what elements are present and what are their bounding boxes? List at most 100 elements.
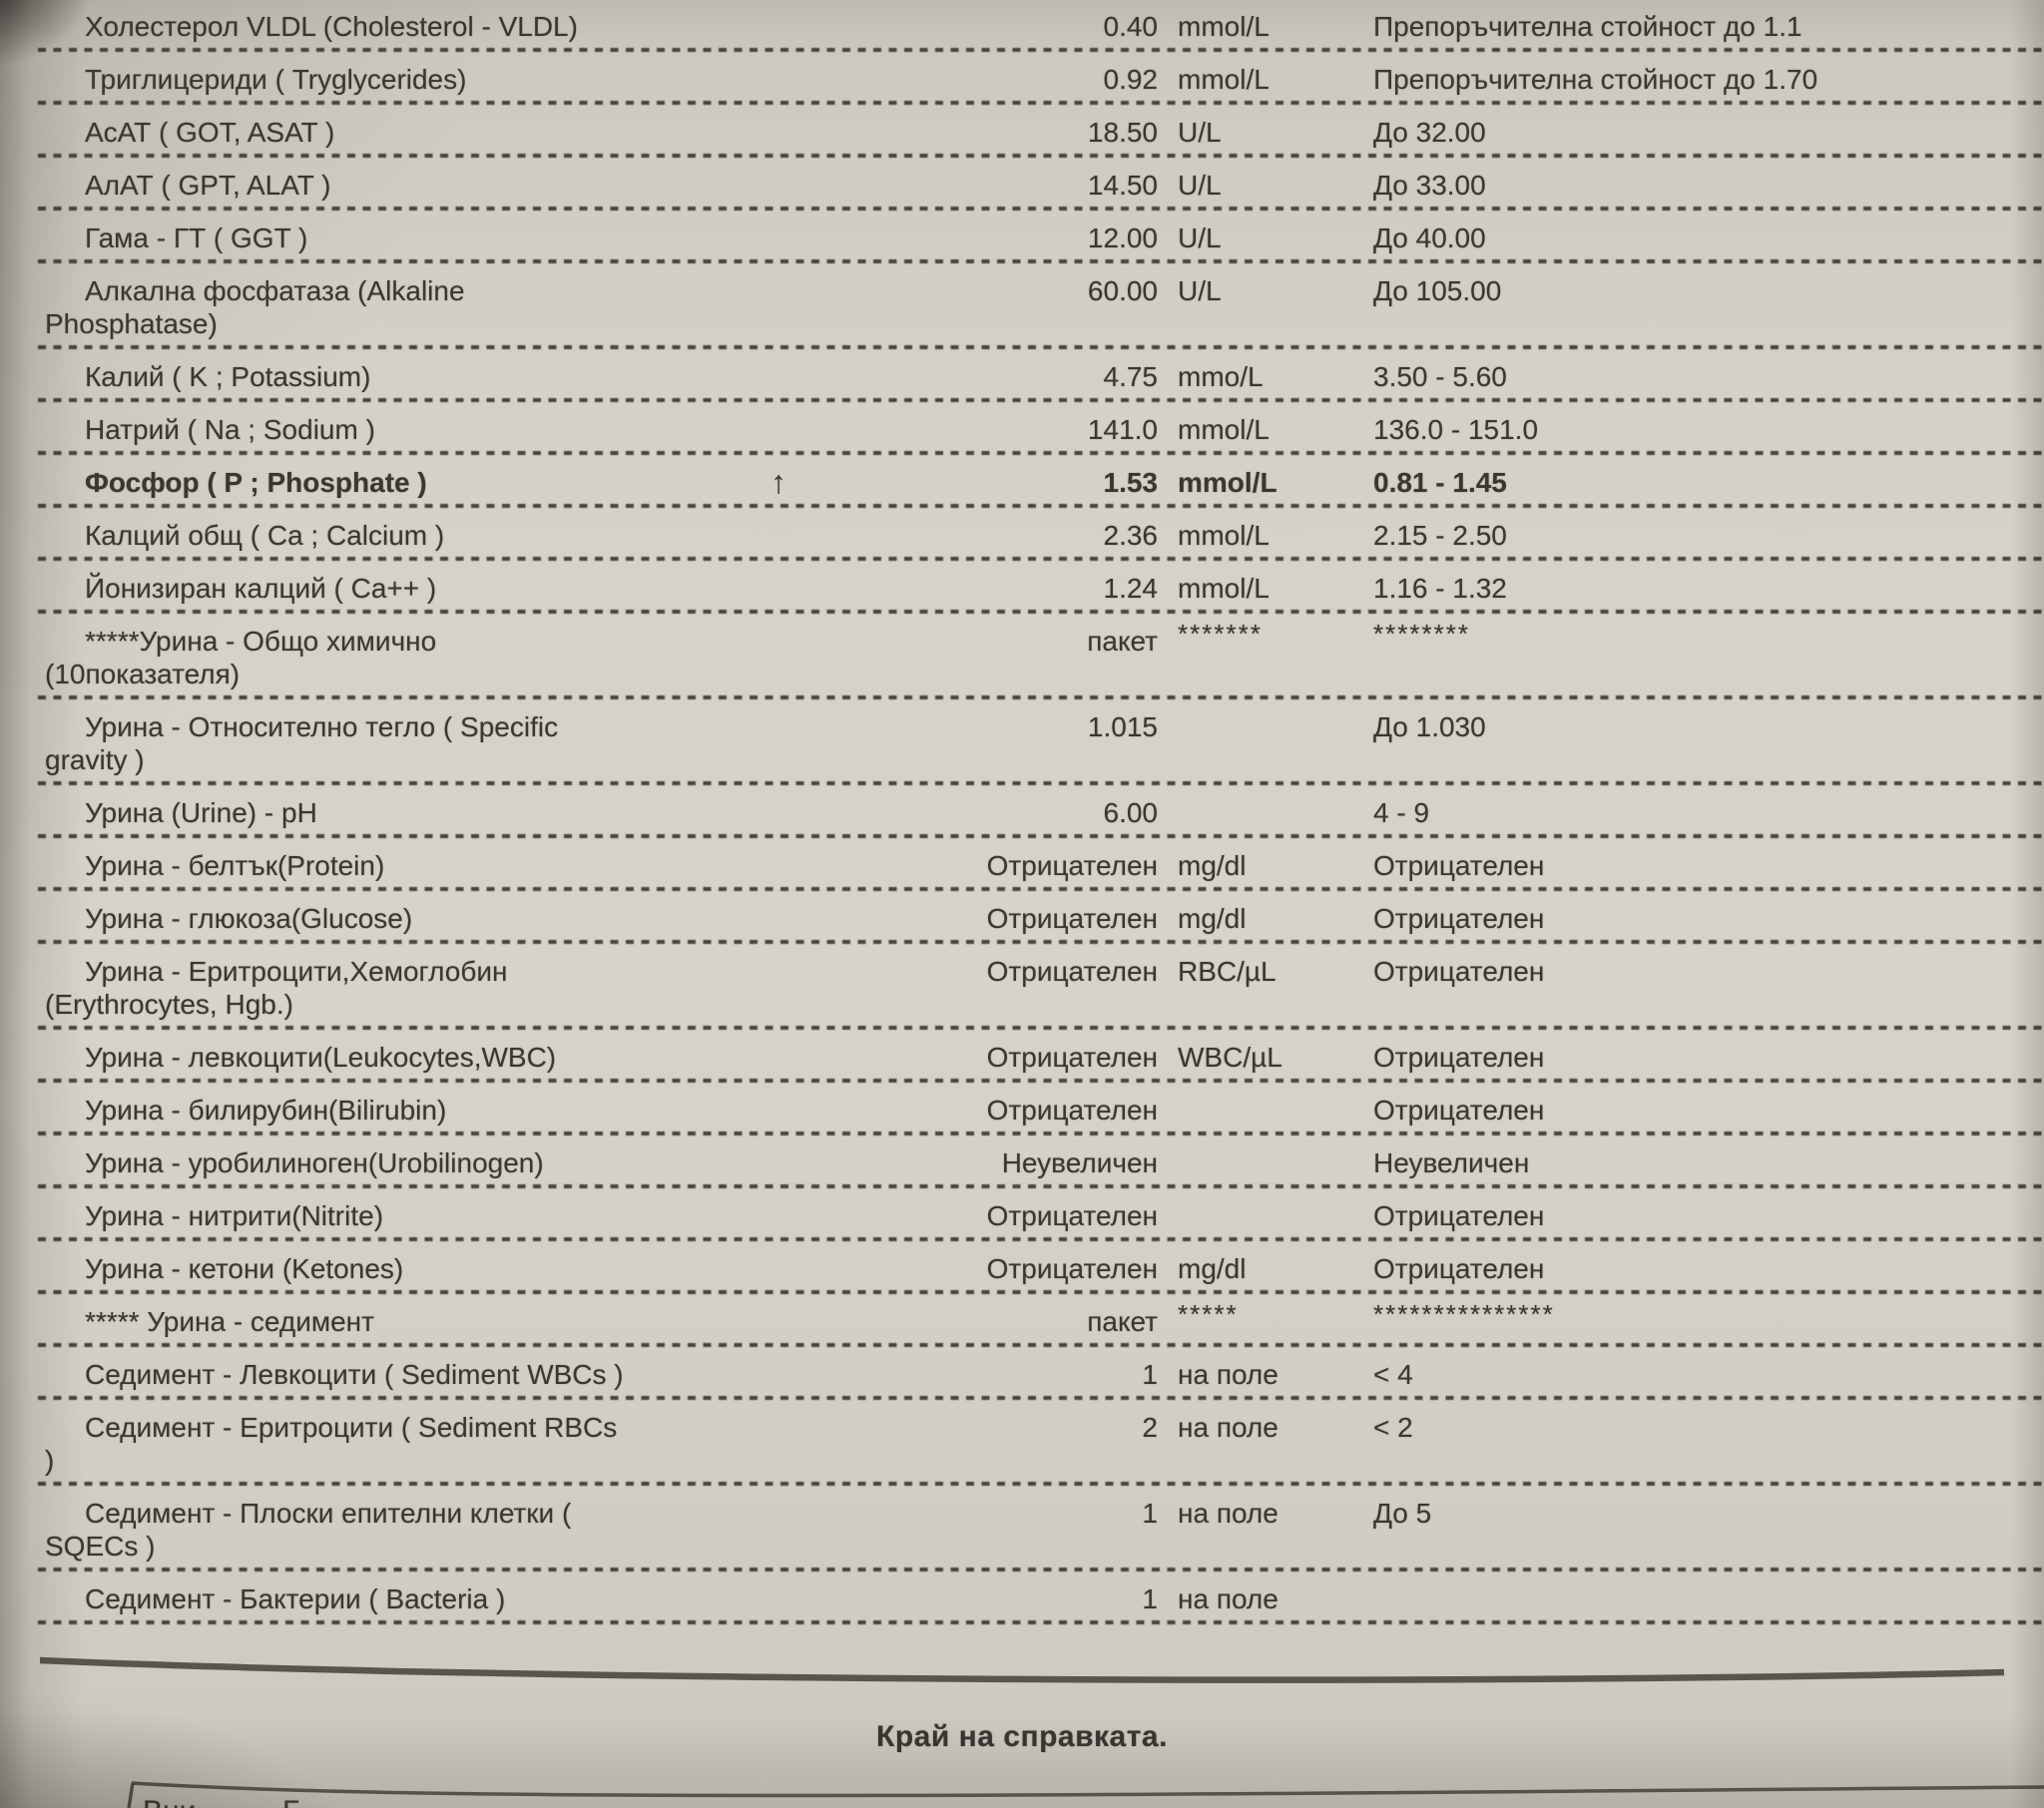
result-value: 1: [1142, 1583, 1158, 1614]
test-name: Урина (Urine) - pH: [85, 797, 317, 828]
reference-range: До 5: [1373, 1498, 1432, 1529]
result-value: 141.0: [1087, 414, 1158, 445]
result-value: 60.00: [1087, 275, 1158, 306]
table-row: Седимент - Еритроцити ( Sediment RBCs ) 2…: [0, 1401, 2044, 1487]
result-value: 2: [1142, 1412, 1158, 1443]
test-name: Калий ( K ; Potassium): [85, 361, 371, 392]
table-row: Седимент - Левкоцити ( Sediment WBCs ) 1 н…: [0, 1348, 2044, 1401]
result-value: 0.92: [1103, 64, 1159, 95]
row-separator: [38, 504, 2044, 508]
table-row: Урина - кетони (Ketones) Отрицателен mg/dl…: [0, 1242, 2044, 1295]
reference-range: Отрицателен: [1373, 1042, 1545, 1073]
table-row: Холестерол VLDL (Cholesterol - VLDL) 0.40…: [0, 0, 2044, 53]
test-name: Йонизиран калций ( Ca++ ): [85, 573, 437, 604]
reference-range: Отрицателен: [1373, 956, 1545, 987]
result-unit: mmol/L: [1178, 11, 1270, 42]
table-row: Седимент - Плоски епителни клетки ( SQEC…: [0, 1487, 2044, 1573]
result-unit: mmol/L: [1178, 520, 1270, 551]
reference-range: Отрицателен: [1373, 1253, 1545, 1284]
result-value: Отрицателен: [986, 903, 1158, 934]
bottom-box: Вни Б: [131, 1790, 2044, 1808]
result-unit: U/L: [1178, 223, 1222, 253]
test-name: АсАТ ( GOT, ASAT ): [85, 117, 335, 148]
reference-range: ********: [1373, 619, 1470, 649]
table-row: Урина - белтък(Protein) Отрицателен mg/dl О…: [0, 839, 2044, 892]
result-unit: RBC/µL: [1178, 956, 1277, 987]
row-separator: [38, 610, 2044, 614]
result-value: 1.015: [1087, 711, 1158, 742]
row-separator: [38, 398, 2044, 402]
test-name: Урина - белтък(Protein): [85, 850, 385, 881]
row-separator: [38, 1237, 2044, 1241]
result-unit: mmol/L: [1178, 573, 1270, 604]
test-name: Урина - Еритроцити,Хемоглобин (Erythrocy…: [45, 956, 508, 1020]
row-separator: [38, 1184, 2044, 1188]
reference-range: До 1.030: [1373, 711, 1486, 742]
reference-range: 0.81 - 1.45: [1373, 467, 1507, 498]
table-row: АсАТ ( GOT, ASAT ) 18.50 U/L До 32.00: [0, 106, 2044, 159]
result-value: 6.00: [1103, 797, 1159, 828]
table-row: Седимент - Бактерии ( Bacteria ) 1 на поле: [0, 1573, 2044, 1625]
test-name: Седимент - Бактерии ( Bacteria ): [85, 1583, 506, 1614]
reference-range: До 33.00: [1373, 170, 1486, 201]
row-separator: [38, 1396, 2044, 1400]
result-value: 1: [1142, 1498, 1158, 1529]
reference-range: 4 - 9: [1373, 797, 1430, 828]
reference-range: < 2: [1373, 1412, 1413, 1443]
test-name: Урина - левкоцити(Leukocytes,WBC): [85, 1042, 557, 1073]
table-row: АлАТ ( GPT, ALAT ) 14.50 U/L До 33.00: [0, 159, 2044, 212]
reference-range: < 4: [1373, 1359, 1413, 1390]
test-name: Седимент - Еритроцити ( Sediment RBCs ): [45, 1412, 618, 1476]
row-separator: [38, 48, 2044, 52]
row-separator: [38, 1343, 2044, 1347]
result-value: Отрицателен: [986, 1253, 1158, 1284]
test-name: Урина - кетони (Ketones): [85, 1253, 404, 1284]
row-separator: [38, 154, 2044, 158]
test-name: Калций общ ( Ca ; Calcium ): [85, 520, 445, 551]
reference-range: ***************: [1373, 1299, 1555, 1329]
result-unit: mmol/L: [1178, 467, 1278, 498]
row-separator: [38, 940, 2044, 944]
row-separator: [38, 557, 2044, 561]
result-value: пакет: [1087, 1306, 1158, 1337]
result-unit: на поле: [1178, 1583, 1278, 1614]
result-value: 18.50: [1087, 117, 1158, 148]
row-separator: [38, 1482, 2044, 1486]
result-unit: на поле: [1178, 1412, 1278, 1443]
reference-range: 3.50 - 5.60: [1373, 361, 1507, 392]
result-unit: *******: [1178, 619, 1263, 649]
result-value: 1.53: [1103, 467, 1159, 498]
result-value: пакет: [1087, 626, 1158, 657]
row-separator: [38, 259, 2044, 263]
reference-range: Препоръчителна стойност до 1.70: [1373, 64, 1818, 95]
row-separator: [38, 207, 2044, 211]
table-row: *****Урина - Общо химично (10показателя)…: [0, 615, 2044, 700]
test-name: АлАТ ( GPT, ALAT ): [85, 170, 331, 201]
table-row: Урина - Относително тегло ( Specific gra…: [0, 700, 2044, 786]
result-unit: U/L: [1178, 117, 1222, 148]
reference-range: Отрицателен: [1373, 1095, 1545, 1126]
result-value: 2.36: [1103, 520, 1159, 551]
result-value: 14.50: [1087, 170, 1158, 201]
result-value: 12.00: [1087, 223, 1158, 253]
row-separator: [38, 345, 2044, 349]
test-name: *****Урина - Общо химично (10показателя): [45, 626, 437, 689]
test-name: Седимент - Плоски епителни клетки ( SQEC…: [45, 1498, 572, 1562]
test-name: Урина - Относително тегло ( Specific gra…: [45, 711, 559, 775]
result-unit: на поле: [1178, 1498, 1278, 1529]
reference-range: Отрицателен: [1373, 1200, 1545, 1231]
row-separator: [38, 1131, 2044, 1135]
results-table: Холестерол VLDL (Cholesterol - VLDL) 0.40…: [0, 0, 2044, 1625]
result-unit: WBC/µL: [1178, 1042, 1282, 1073]
report-end-text: Край на справката.: [876, 1720, 1168, 1753]
result-value: 1: [1142, 1359, 1158, 1390]
test-name: Урина - глюкоза(Glucose): [85, 903, 413, 934]
test-name: Холестерол VLDL (Cholesterol - VLDL): [85, 11, 578, 42]
table-row: Калций общ ( Ca ; Calcium ) 2.36 mmol/L 2.1…: [0, 509, 2044, 562]
result-unit: mmol/L: [1178, 414, 1270, 445]
test-name: Урина - билирубин(Bilirubin): [85, 1095, 447, 1126]
result-unit: *****: [1178, 1299, 1239, 1329]
end-of-report-rule: [39, 1656, 2005, 1683]
reference-range: До 40.00: [1373, 223, 1486, 253]
row-separator: [38, 1290, 2044, 1294]
